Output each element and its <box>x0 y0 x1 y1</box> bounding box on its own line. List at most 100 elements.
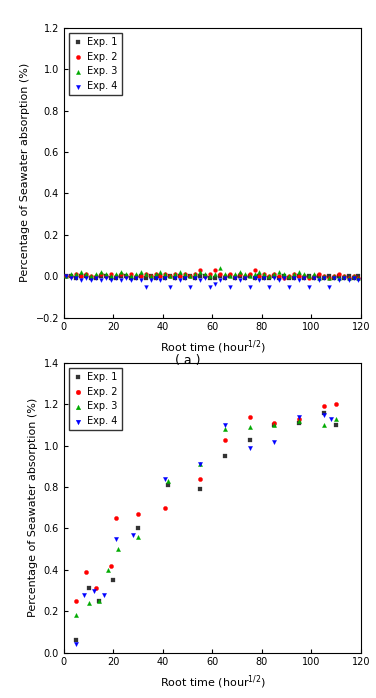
Exp. 1 <box>103 271 109 282</box>
Exp. 1 <box>350 273 356 284</box>
Exp. 2 <box>73 595 79 607</box>
Exp. 4 <box>271 436 277 447</box>
Exp. 2 <box>355 273 361 284</box>
Exp. 4 <box>281 273 287 284</box>
Exp. 1 <box>316 271 322 282</box>
Y-axis label: Percentage of Seawater absorption (%): Percentage of Seawater absorption (%) <box>28 398 38 618</box>
Exp. 2 <box>247 269 253 280</box>
Exp. 4 <box>113 273 119 284</box>
Exp. 1 <box>227 271 233 282</box>
Exp. 4 <box>346 275 352 286</box>
Exp. 2 <box>242 271 248 282</box>
Exp. 2 <box>73 269 79 280</box>
Exp. 3 <box>271 419 277 431</box>
Exp. 2 <box>271 417 277 429</box>
Exp. 1 <box>346 271 352 282</box>
Exp. 3 <box>88 271 94 282</box>
Exp. 4 <box>232 273 238 284</box>
Exp. 2 <box>93 271 99 282</box>
Exp. 2 <box>64 271 70 282</box>
Exp. 3 <box>286 271 292 282</box>
Exp. 2 <box>316 269 322 280</box>
Exp. 2 <box>321 271 327 282</box>
Exp. 3 <box>355 273 361 284</box>
Exp. 2 <box>108 560 114 571</box>
Exp. 2 <box>153 269 159 280</box>
Exp. 4 <box>222 419 228 431</box>
Exp. 4 <box>73 639 79 650</box>
Exp. 3 <box>247 271 253 282</box>
Exp. 4 <box>73 273 79 284</box>
Exp. 3 <box>165 475 171 487</box>
Exp. 3 <box>331 271 337 282</box>
Exp. 3 <box>143 269 149 280</box>
Exp. 2 <box>212 265 218 276</box>
Exp. 4 <box>162 473 168 484</box>
Exp. 1 <box>98 271 104 282</box>
Exp. 2 <box>147 271 153 282</box>
Exp. 3 <box>341 271 347 282</box>
Exp. 3 <box>118 267 124 278</box>
Exp. 1 <box>128 273 134 284</box>
Exp. 1 <box>192 273 198 284</box>
Exp. 3 <box>252 269 258 280</box>
Exp. 2 <box>237 269 243 280</box>
Exp. 2 <box>271 269 277 280</box>
Exp. 2 <box>177 271 183 282</box>
Exp. 1 <box>113 273 119 284</box>
Exp. 3 <box>153 269 159 280</box>
Exp. 2 <box>172 269 178 280</box>
Exp. 2 <box>281 273 287 284</box>
Exp. 4 <box>247 281 253 292</box>
Exp. 3 <box>276 267 282 278</box>
Exp. 2 <box>217 269 223 280</box>
Exp. 1 <box>123 271 129 282</box>
Exp. 3 <box>291 269 297 280</box>
Exp. 4 <box>118 275 124 286</box>
Exp. 3 <box>187 271 193 282</box>
Exp. 3 <box>73 610 79 621</box>
Exp. 3 <box>271 269 277 280</box>
Exp. 3 <box>296 415 302 426</box>
Exp. 4 <box>197 275 203 286</box>
Exp. 1 <box>177 271 183 282</box>
Exp. 1 <box>167 271 173 282</box>
Exp. 3 <box>93 269 99 280</box>
Exp. 2 <box>276 271 282 282</box>
Exp. 4 <box>64 271 70 282</box>
Exp. 1 <box>108 273 114 284</box>
Exp. 2 <box>158 271 164 282</box>
Exp. 1 <box>306 271 312 282</box>
Exp. 1 <box>83 271 89 282</box>
Exp. 3 <box>256 267 262 278</box>
Exp. 2 <box>261 269 267 280</box>
Exp. 4 <box>237 275 243 286</box>
Exp. 4 <box>68 273 74 284</box>
Exp. 3 <box>197 459 203 470</box>
Exp. 2 <box>202 271 208 282</box>
Exp. 2 <box>341 271 347 282</box>
Exp. 1 <box>143 273 149 284</box>
Exp. 1 <box>266 273 272 284</box>
Exp. 1 <box>341 273 347 284</box>
Exp. 4 <box>311 273 317 284</box>
Exp. 3 <box>135 531 141 542</box>
Exp. 2 <box>133 271 139 282</box>
Exp. 4 <box>162 273 168 284</box>
X-axis label: Root time (hour$^{1/2}$): Root time (hour$^{1/2}$) <box>159 338 265 355</box>
Exp. 2 <box>118 269 124 280</box>
Exp. 2 <box>123 271 129 282</box>
Exp. 3 <box>147 271 153 282</box>
Exp. 3 <box>222 424 228 435</box>
Exp. 4 <box>108 275 114 286</box>
Exp. 3 <box>103 269 109 280</box>
Exp. 2 <box>222 271 228 282</box>
Exp. 1 <box>222 273 228 284</box>
Exp. 1 <box>73 634 79 646</box>
Exp. 1 <box>296 271 302 282</box>
Exp. 1 <box>331 273 337 284</box>
Exp. 4 <box>153 273 159 284</box>
Exp. 2 <box>336 269 342 280</box>
Exp. 1 <box>276 273 282 284</box>
Exp. 2 <box>291 269 297 280</box>
